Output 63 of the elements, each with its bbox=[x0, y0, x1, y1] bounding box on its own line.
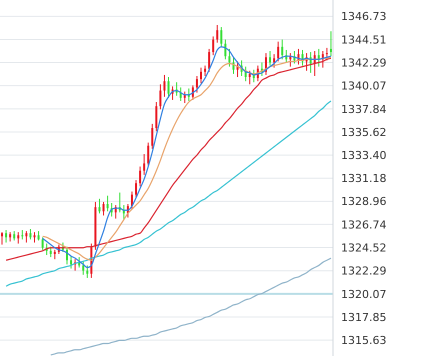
candlestick bbox=[330, 30, 332, 57]
line-series bbox=[5, 100, 332, 287]
candlestick bbox=[38, 230, 40, 241]
candlestick bbox=[269, 50, 272, 66]
candlestick bbox=[98, 198, 100, 214]
candlestick bbox=[248, 70, 251, 85]
candlestick bbox=[281, 39, 284, 60]
candlestick bbox=[50, 246, 52, 258]
candlestick bbox=[163, 74, 166, 98]
candlestick bbox=[135, 180, 138, 198]
candlestick bbox=[180, 86, 182, 102]
candlestick bbox=[86, 264, 88, 278]
y-tick-label: 1340.07 bbox=[341, 80, 386, 93]
candlestick bbox=[273, 54, 276, 68]
line-series bbox=[50, 258, 332, 356]
y-tick-label: 1315.63 bbox=[341, 334, 386, 347]
candlestick bbox=[200, 67, 202, 84]
y-tick-label: 1326.74 bbox=[341, 218, 386, 232]
candlestick bbox=[17, 232, 20, 244]
y-tick-label: 1317.85 bbox=[341, 310, 386, 324]
candlestick bbox=[42, 236, 44, 250]
y-tick-label: 1335.62 bbox=[341, 126, 386, 139]
candlestick bbox=[102, 201, 105, 216]
candlestick bbox=[216, 24, 218, 44]
candlestick bbox=[204, 65, 206, 76]
candlestick bbox=[34, 232, 36, 244]
candlestick bbox=[220, 26, 222, 48]
candlestick bbox=[147, 142, 150, 166]
candlestick bbox=[326, 47, 328, 61]
candlestick bbox=[228, 48, 230, 68]
y-tick-label: 1342.29 bbox=[341, 56, 386, 70]
candlestick bbox=[29, 228, 32, 240]
candlestick bbox=[54, 249, 56, 260]
candlestick bbox=[212, 36, 214, 56]
y-tick-label: 1337.84 bbox=[341, 102, 386, 116]
y-tick-label: 1324.52 bbox=[341, 241, 386, 254]
y-tick-label: 1344.51 bbox=[341, 33, 386, 46]
candlestick bbox=[277, 41, 280, 62]
candlestick bbox=[21, 230, 24, 240]
candlestick bbox=[106, 195, 109, 212]
candlestick bbox=[70, 256, 72, 270]
y-tick-label: 1322.29 bbox=[341, 264, 386, 278]
candlestick bbox=[159, 84, 162, 110]
candlestick bbox=[196, 75, 198, 94]
candlestick bbox=[5, 230, 8, 244]
candlestick bbox=[13, 230, 16, 241]
candlestick bbox=[9, 232, 12, 242]
candlestick bbox=[1, 232, 4, 246]
candlestick bbox=[139, 166, 142, 187]
candlestick bbox=[151, 123, 154, 150]
candlestick bbox=[208, 48, 210, 72]
y-tick-label: 1333.40 bbox=[341, 149, 386, 162]
candlestick bbox=[143, 154, 146, 176]
candlestick bbox=[130, 191, 133, 210]
y-tick-label: 1320.07 bbox=[341, 288, 386, 301]
y-tick-label: 1346.73 bbox=[341, 10, 386, 24]
candlestick bbox=[25, 230, 28, 244]
candlestick bbox=[244, 66, 247, 82]
candlestick bbox=[82, 260, 84, 276]
y-tick-label: 1328.96 bbox=[341, 195, 386, 208]
candlestick bbox=[155, 102, 158, 132]
candlestick bbox=[168, 76, 170, 98]
y-tick-label: 1331.18 bbox=[341, 172, 386, 186]
